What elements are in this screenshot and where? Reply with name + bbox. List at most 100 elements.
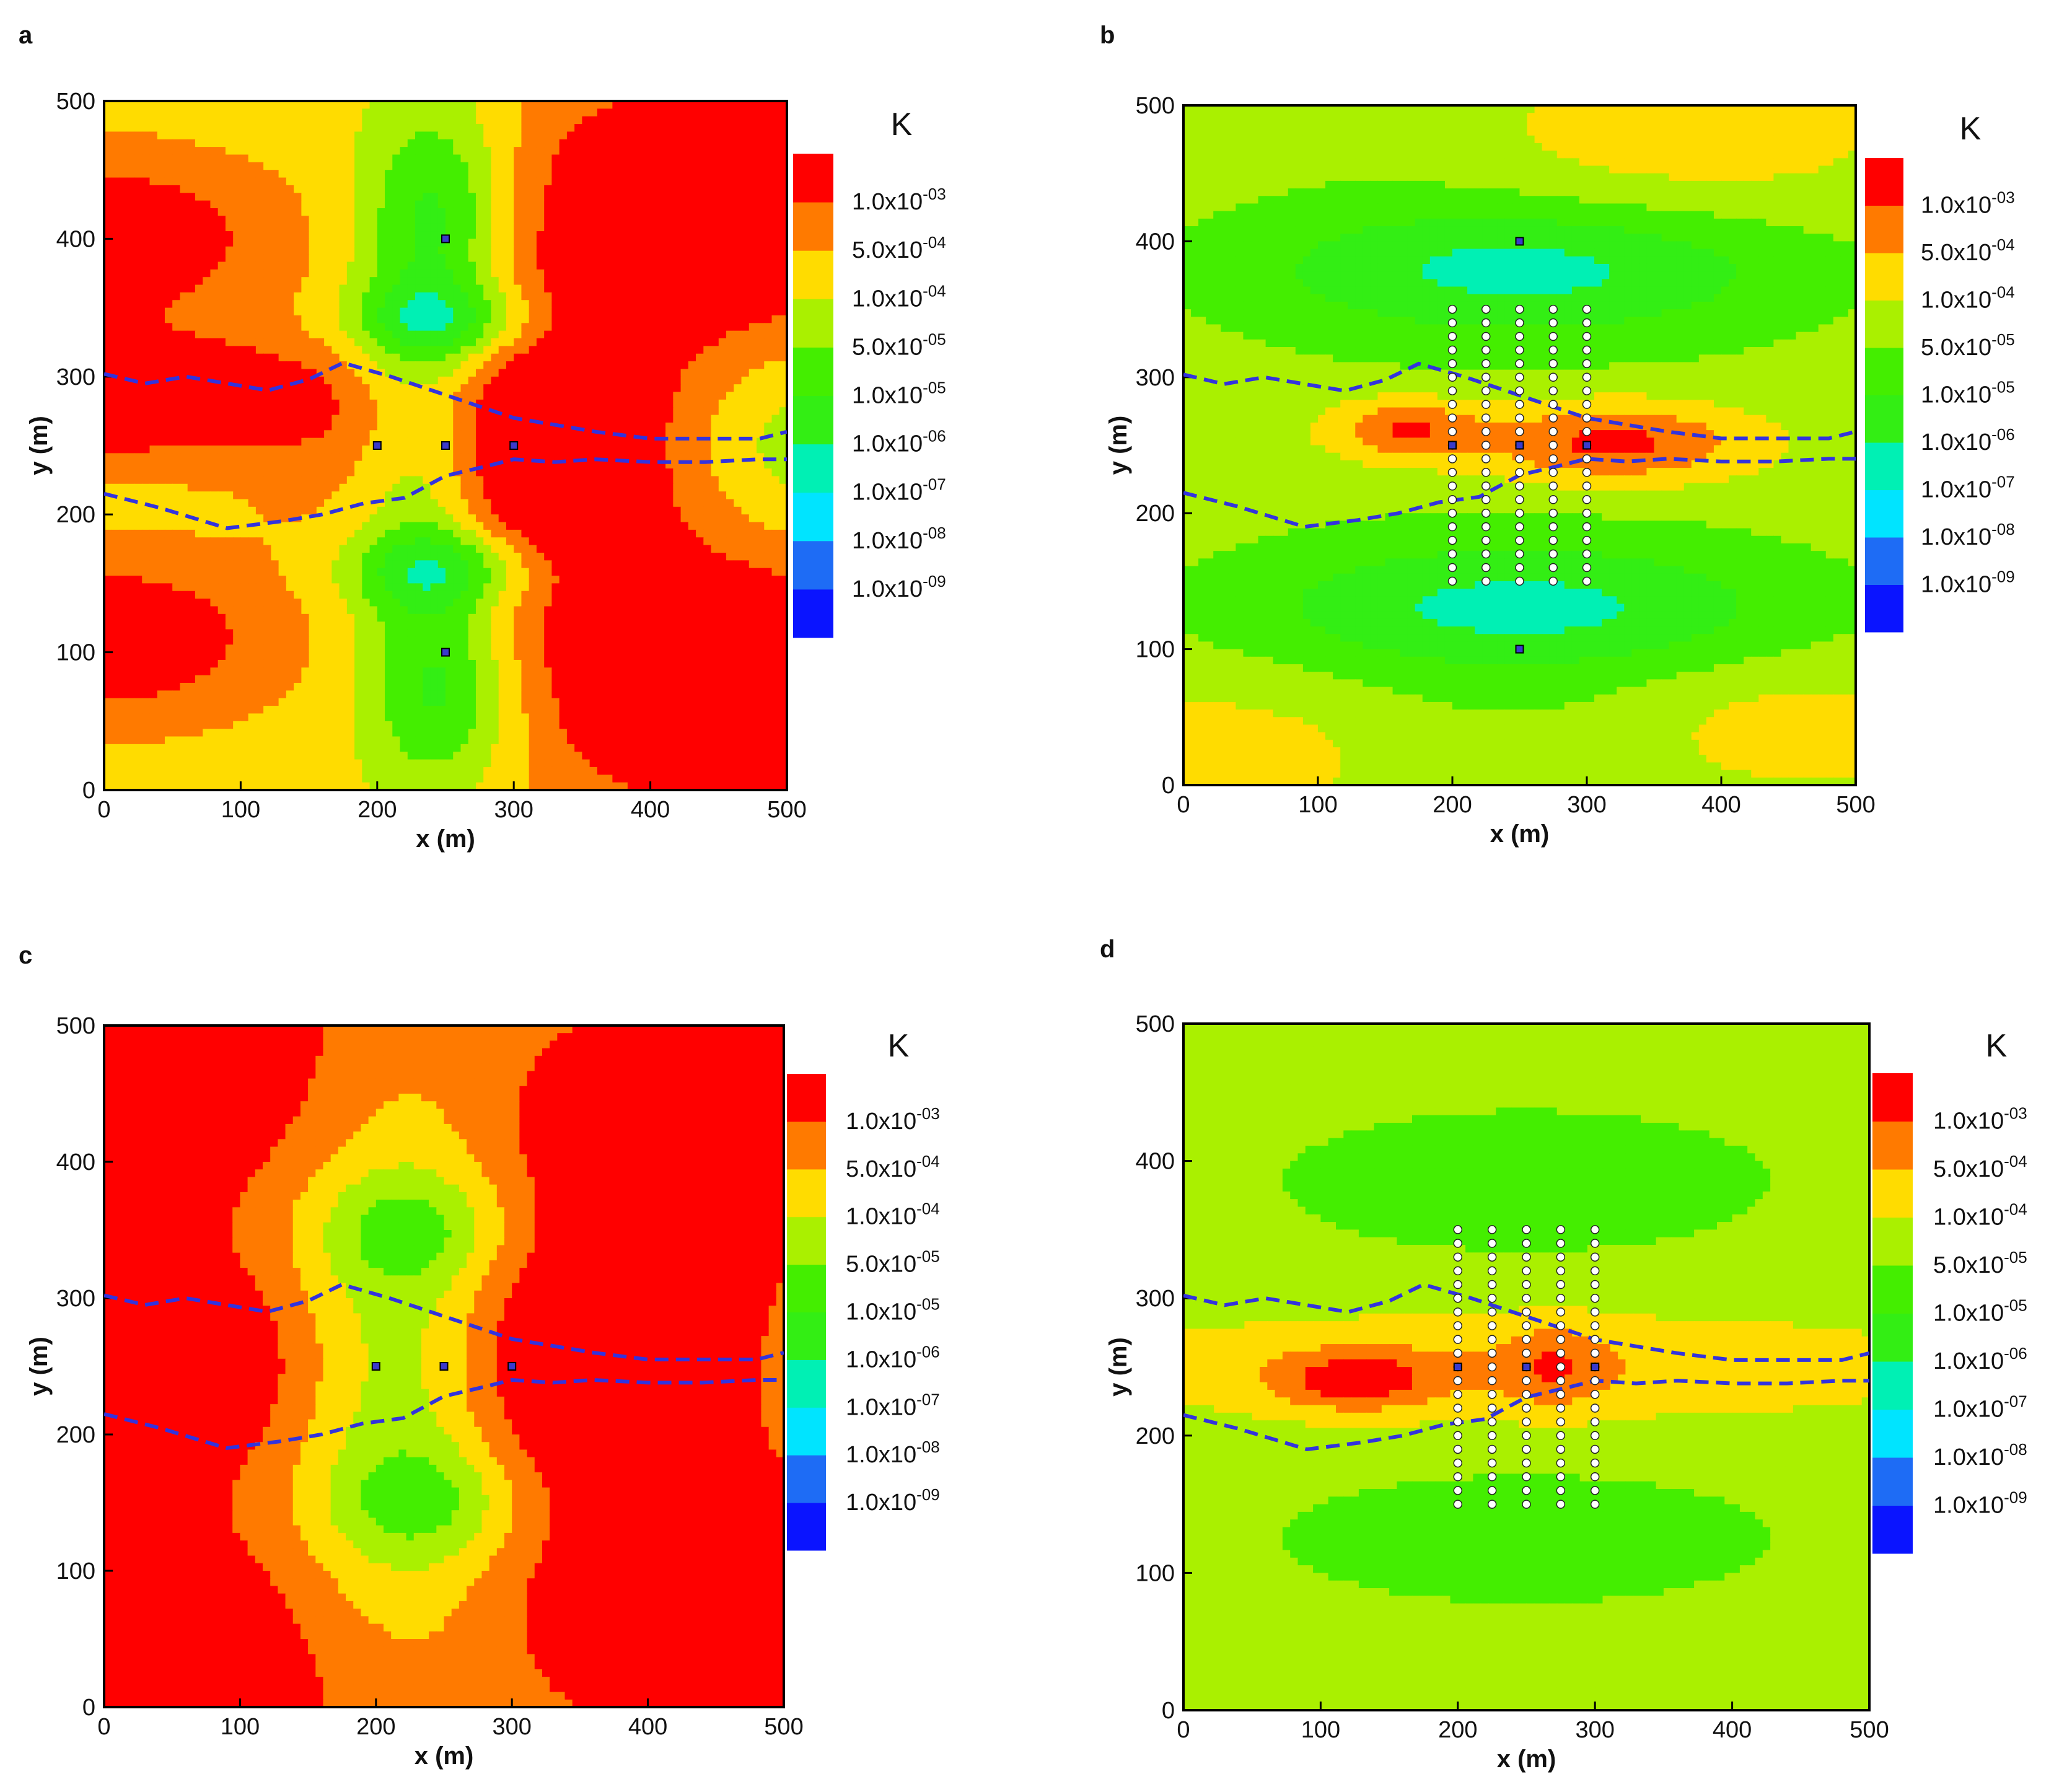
field-cell	[430, 415, 439, 423]
field-cell	[164, 200, 173, 209]
field-cell	[696, 185, 704, 193]
field-cell	[134, 154, 143, 163]
field-cell	[309, 284, 317, 293]
field-cell	[757, 139, 765, 147]
field-cell	[392, 231, 401, 239]
field-cell	[142, 460, 151, 469]
field-cell	[665, 407, 674, 416]
field-cell	[551, 147, 560, 156]
field-cell	[437, 193, 446, 201]
field-cell	[468, 437, 476, 446]
field-cell	[126, 514, 135, 523]
field-cell	[627, 162, 636, 170]
field-cell	[180, 430, 188, 439]
field-cell	[172, 422, 181, 431]
field-cell	[248, 506, 257, 515]
field-cell	[643, 147, 651, 156]
field-cell	[514, 162, 522, 170]
field-cell	[483, 376, 492, 385]
field-cell	[316, 361, 325, 370]
field-cell	[301, 353, 310, 362]
field-cell	[506, 460, 514, 469]
field-cell	[233, 223, 241, 232]
field-cell	[255, 499, 264, 507]
field-cell	[475, 346, 484, 354]
field-cell	[468, 124, 476, 133]
field-cell	[407, 177, 416, 186]
field-cell	[210, 407, 219, 416]
field-cell	[650, 284, 659, 293]
field-cell	[301, 170, 310, 178]
field-cell	[559, 154, 568, 163]
field-cell	[635, 346, 643, 354]
field-cell	[377, 231, 385, 239]
field-cell	[240, 101, 249, 109]
field-cell	[680, 353, 689, 362]
field-cell	[149, 307, 158, 316]
field-cell	[627, 101, 636, 109]
field-cell	[119, 116, 128, 125]
field-cell	[134, 361, 143, 370]
field-cell	[703, 239, 712, 247]
field-cell	[711, 422, 719, 431]
field-cell	[187, 208, 196, 216]
field-cell	[134, 300, 143, 309]
field-cell	[339, 460, 348, 469]
field-cell	[726, 147, 734, 156]
field-cell	[650, 200, 659, 209]
field-cell	[498, 300, 507, 309]
field-cell	[377, 124, 385, 133]
field-cell	[597, 254, 605, 263]
field-cell	[612, 269, 621, 278]
field-cell	[104, 361, 112, 370]
field-cell	[559, 499, 568, 507]
field-cell	[112, 415, 120, 423]
field-cell	[757, 399, 765, 408]
field-cell	[612, 208, 621, 216]
field-cell	[407, 101, 416, 109]
field-cell	[286, 361, 294, 370]
field-cell	[771, 246, 780, 255]
field-cell	[149, 330, 158, 339]
field-cell	[377, 353, 385, 362]
field-cell	[112, 124, 120, 133]
field-cell	[430, 277, 439, 286]
field-cell	[453, 376, 462, 385]
field-cell	[779, 361, 787, 370]
field-cell	[240, 208, 249, 216]
field-cell	[673, 353, 682, 362]
field-cell	[301, 246, 310, 255]
field-cell	[392, 315, 401, 323]
field-cell	[703, 131, 712, 140]
field-cell	[779, 506, 787, 515]
field-cell	[734, 269, 742, 278]
field-cell	[711, 384, 719, 393]
field-cell	[172, 460, 181, 469]
field-cell	[301, 392, 310, 400]
field-cell	[142, 154, 151, 163]
field-cell	[294, 353, 302, 362]
field-cell	[665, 170, 674, 178]
field-cell	[112, 261, 120, 270]
field-cell	[164, 300, 173, 309]
field-cell	[400, 170, 408, 178]
field-cell	[354, 284, 362, 293]
field-cell	[217, 468, 226, 477]
field-cell	[362, 407, 371, 416]
field-cell	[650, 353, 659, 362]
field-cell	[475, 223, 484, 232]
field-cell	[460, 346, 469, 354]
field-cell	[316, 223, 325, 232]
field-cell	[605, 476, 613, 485]
field-cell	[112, 446, 120, 454]
field-cell	[491, 147, 499, 156]
field-cell	[142, 162, 151, 170]
field-cell	[172, 131, 181, 140]
field-cell	[430, 437, 439, 446]
field-cell	[551, 277, 560, 286]
field-cell	[673, 415, 682, 423]
field-cell	[757, 506, 765, 515]
field-cell	[635, 200, 643, 209]
field-cell	[665, 147, 674, 156]
field-cell	[400, 506, 408, 515]
